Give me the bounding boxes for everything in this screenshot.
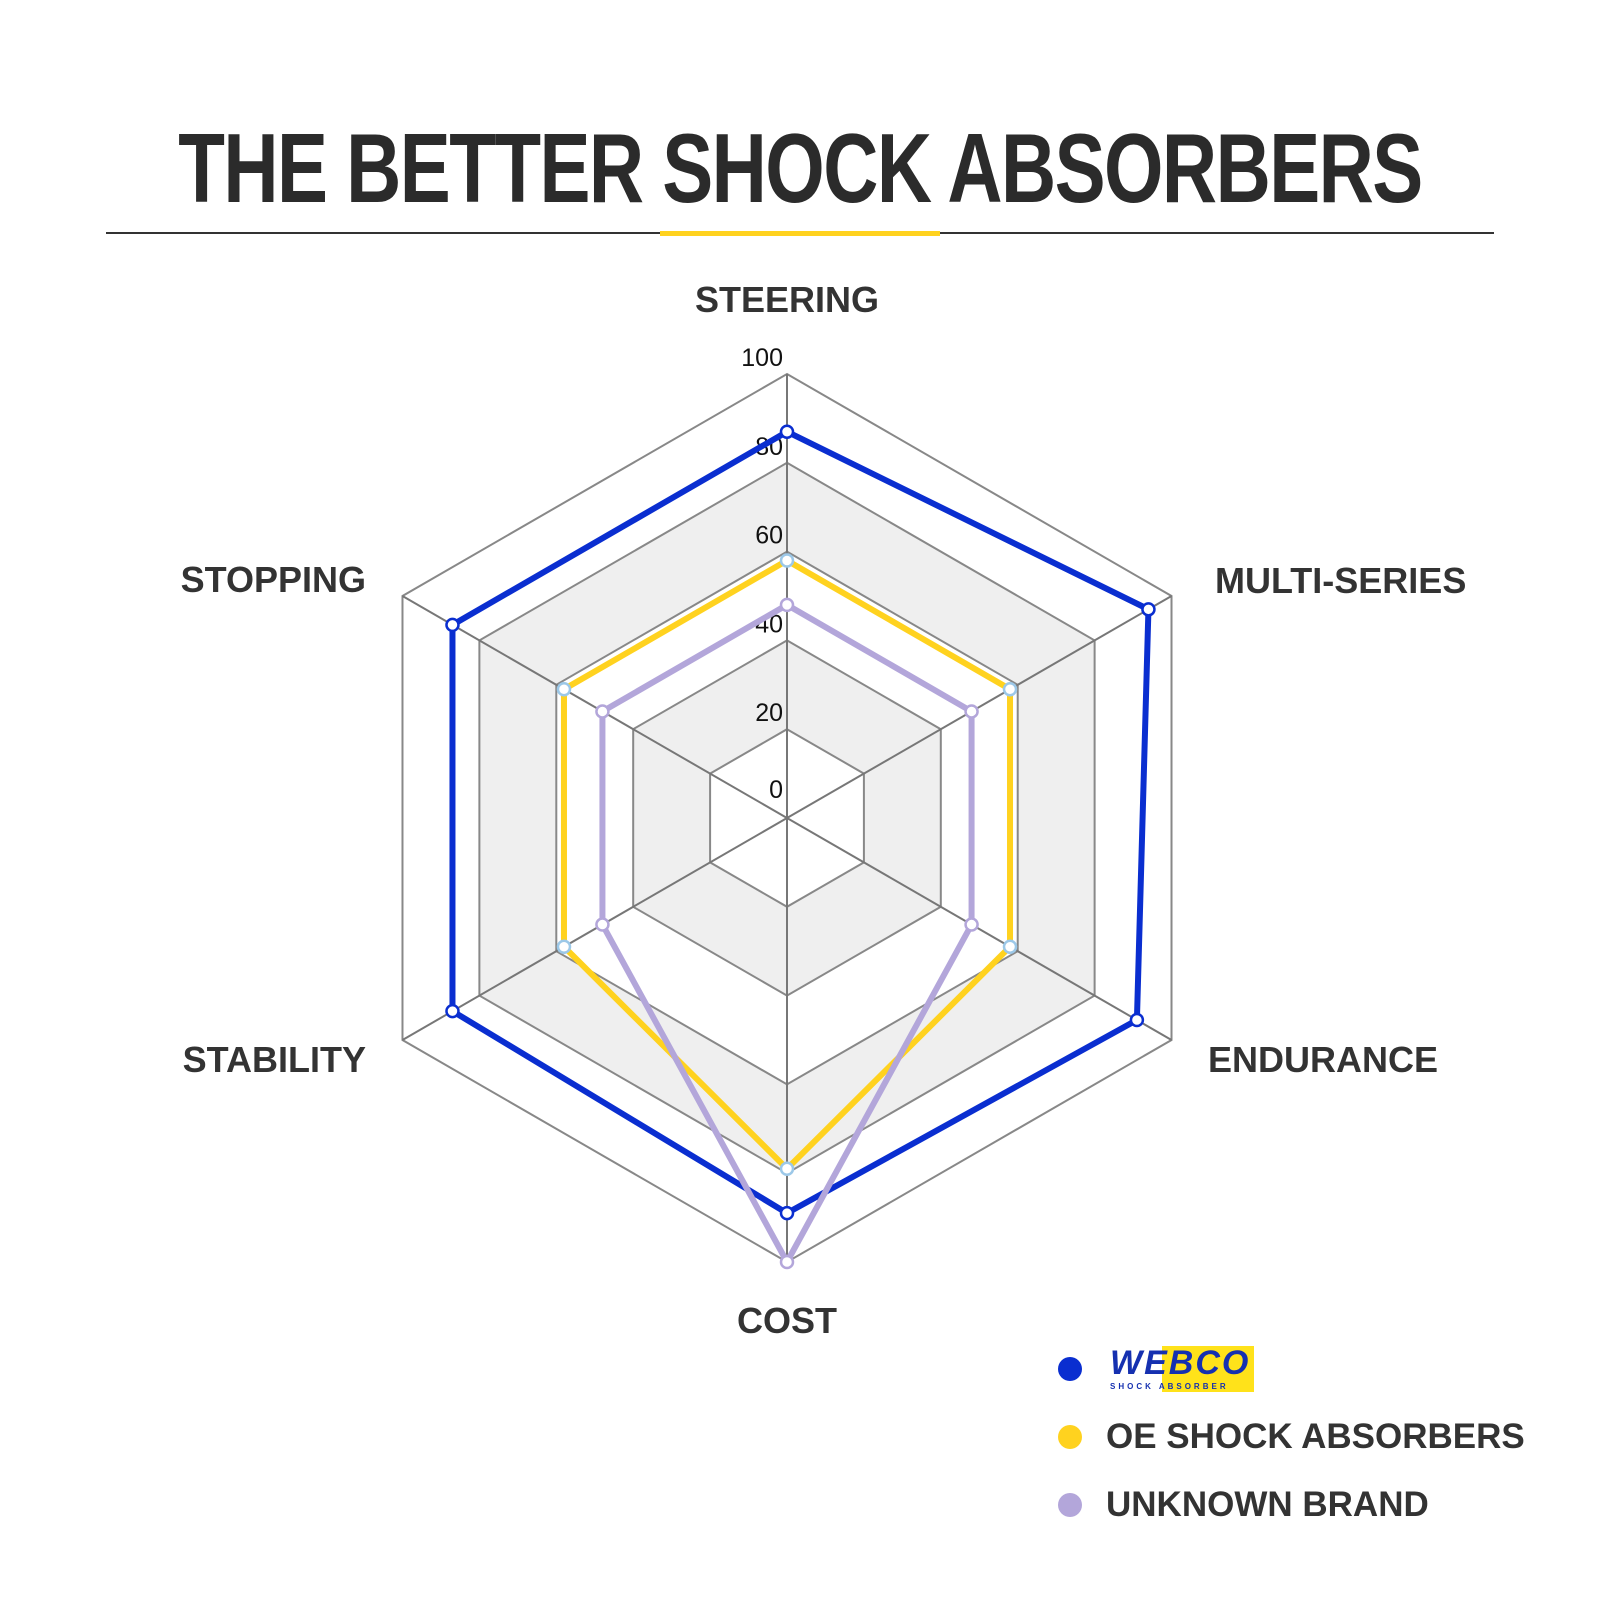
grid-spoke bbox=[786, 595, 1173, 819]
axis-label: COST bbox=[737, 1300, 837, 1341]
tick-label: 100 bbox=[741, 344, 783, 372]
page-title: THE BETTER SHOCK ABSORBERS bbox=[178, 113, 1423, 223]
legend-item-webco: WEBCO SHOCK ABSORBER bbox=[1058, 1335, 1525, 1403]
data-point bbox=[445, 1003, 460, 1019]
title-divider-accent bbox=[660, 231, 940, 236]
tick-label: 0 bbox=[769, 776, 783, 804]
data-point bbox=[556, 681, 572, 697]
data-point bbox=[1129, 1012, 1145, 1028]
data-point bbox=[1141, 602, 1156, 617]
legend-label: UNKNOWN BRAND bbox=[1106, 1485, 1429, 1524]
data-point bbox=[595, 917, 610, 932]
legend-marker bbox=[1058, 1493, 1082, 1517]
axis-label: STEERING bbox=[695, 279, 879, 320]
legend-item-oe: OE SHOCK ABSORBERS bbox=[1058, 1403, 1525, 1471]
legend-label: OE SHOCK ABSORBERS bbox=[1106, 1417, 1525, 1456]
data-point bbox=[445, 617, 460, 633]
data-point bbox=[779, 424, 795, 439]
data-point bbox=[964, 917, 979, 932]
legend: WEBCO SHOCK ABSORBER OE SHOCK ABSORBERS U… bbox=[1058, 1335, 1525, 1539]
data-point bbox=[1002, 939, 1018, 955]
data-point bbox=[595, 704, 610, 719]
axis-label: STABILITY bbox=[183, 1039, 366, 1080]
axis-label: STOPPING bbox=[181, 559, 366, 600]
data-point bbox=[779, 1161, 795, 1177]
data-point bbox=[779, 1205, 795, 1221]
grid-spoke bbox=[786, 817, 1173, 1041]
grid-spoke bbox=[401, 595, 788, 819]
data-point bbox=[964, 704, 979, 719]
data-point bbox=[1002, 681, 1018, 697]
data-point bbox=[779, 597, 795, 613]
axis-label: MULTI-SERIES bbox=[1215, 560, 1466, 601]
legend-marker bbox=[1058, 1425, 1082, 1449]
data-point bbox=[779, 1254, 795, 1270]
tick-label: 20 bbox=[755, 699, 783, 727]
data-point bbox=[779, 553, 795, 568]
axis-label: ENDURANCE bbox=[1208, 1039, 1438, 1080]
tick-label: 60 bbox=[755, 522, 783, 550]
webco-logo: WEBCO SHOCK ABSORBER bbox=[1106, 1344, 1254, 1392]
grid-spoke bbox=[401, 817, 788, 1041]
data-point bbox=[556, 939, 572, 955]
legend-marker bbox=[1058, 1357, 1082, 1381]
legend-item-unknown: UNKNOWN BRAND bbox=[1058, 1471, 1525, 1539]
